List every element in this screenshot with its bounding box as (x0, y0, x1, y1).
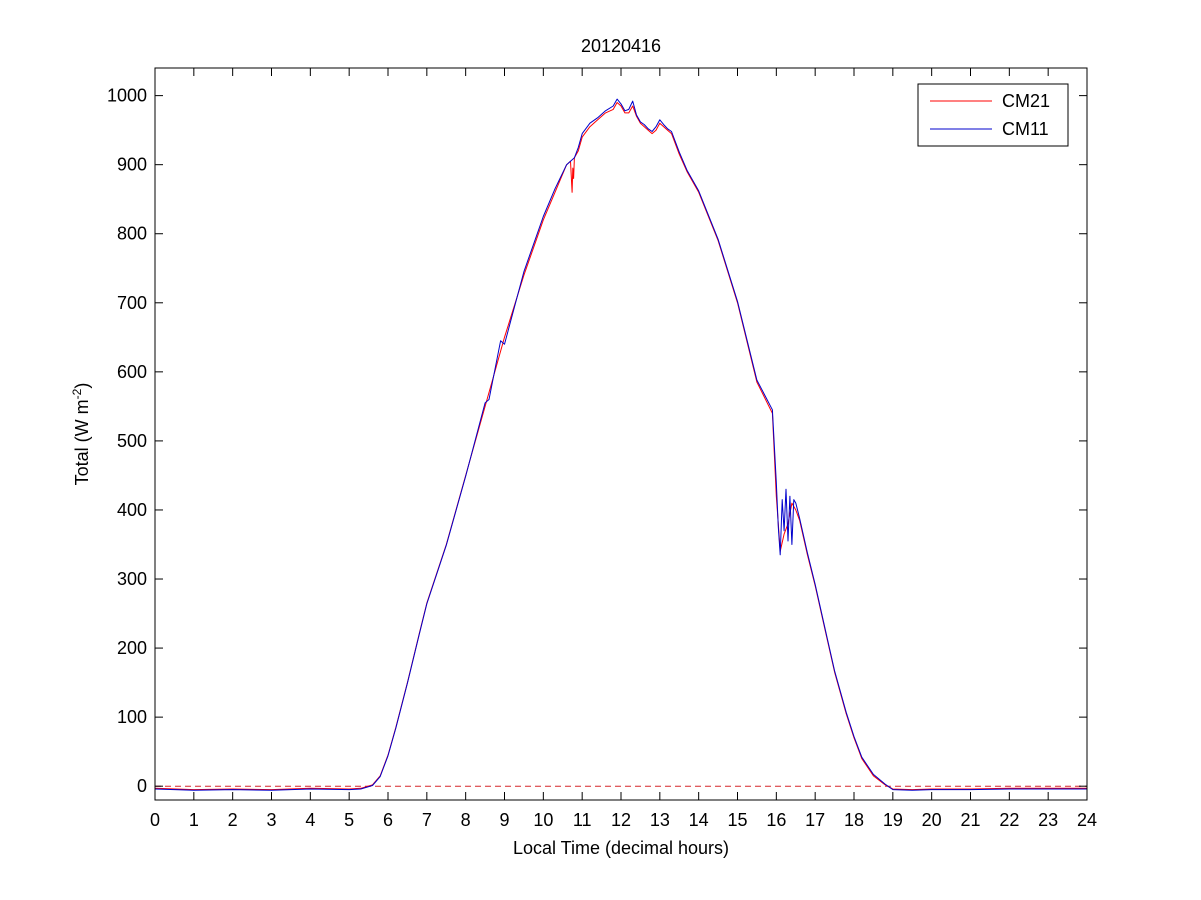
legend-label-cm21: CM21 (1002, 91, 1050, 111)
x-tick-label: 16 (766, 810, 786, 830)
y-tick-labels: 0 100 200 300 400 500 600 700 800 900 1000 (107, 86, 147, 797)
x-tick-label: 9 (499, 810, 509, 830)
x-tick-label: 13 (650, 810, 670, 830)
x-tick-label: 0 (150, 810, 160, 830)
x-tick-label: 4 (305, 810, 315, 830)
y-axis-title-main: Total (W m (72, 399, 92, 485)
x-tick-label: 20 (922, 810, 942, 830)
y-tick-label: 600 (117, 362, 147, 382)
x-tick-label: 24 (1077, 810, 1097, 830)
x-tick-label: 17 (805, 810, 825, 830)
y-tick-label: 200 (117, 638, 147, 658)
y-tick-label: 800 (117, 224, 147, 244)
y-tick-label: 0 (137, 776, 147, 796)
x-tick-label: 7 (422, 810, 432, 830)
legend-label-cm11: CM11 (1002, 119, 1049, 139)
x-tick-label: 8 (461, 810, 471, 830)
y-tick-label: 400 (117, 500, 147, 520)
y-axis-title-end: ) (72, 383, 92, 389)
x-tick-labels: 0 1 2 3 4 5 6 7 8 9 10 11 12 13 14 15 16 17 18 19 20 21 22 23 24 (150, 810, 1097, 830)
x-tick-label: 6 (383, 810, 393, 830)
x-tick-label: 5 (344, 810, 354, 830)
tick-layer (154, 68, 1088, 800)
series-line-cm11 (154, 98, 1087, 791)
x-tick-label: 11 (573, 810, 592, 830)
x-tick-label: 10 (533, 810, 553, 830)
chart-title: 20120416 (581, 36, 661, 56)
legend-box (917, 83, 1069, 147)
x-tick-label: 18 (844, 810, 864, 830)
y-tick-label: 1000 (107, 86, 147, 106)
y-tick-label: 900 (117, 155, 147, 175)
plot-area (155, 68, 1087, 800)
x-tick-label: 14 (689, 810, 709, 830)
x-tick-label: 22 (999, 810, 1019, 830)
x-tick-label: 21 (960, 810, 980, 830)
y-tick-label: 500 (117, 431, 147, 451)
series-layer (154, 98, 1087, 791)
y-axis-title: Total (W m-2) (70, 383, 92, 486)
x-tick-label: 12 (611, 810, 631, 830)
x-tick-label: 15 (727, 810, 747, 830)
y-tick-label: 700 (117, 293, 147, 313)
x-tick-label: 19 (883, 810, 903, 830)
x-tick-label: 1 (189, 810, 199, 830)
y-axis-title-superscript: -2 (70, 388, 84, 399)
legend: CM21 CM11 (917, 83, 1069, 147)
y-tick-label: 100 (117, 707, 147, 727)
x-tick-label: 23 (1038, 810, 1058, 830)
x-tick-label: 2 (228, 810, 238, 830)
x-tick-label: 3 (266, 810, 276, 830)
x-axis-title: Local Time (decimal hours) (513, 838, 729, 858)
y-tick-label: 300 (117, 569, 147, 589)
